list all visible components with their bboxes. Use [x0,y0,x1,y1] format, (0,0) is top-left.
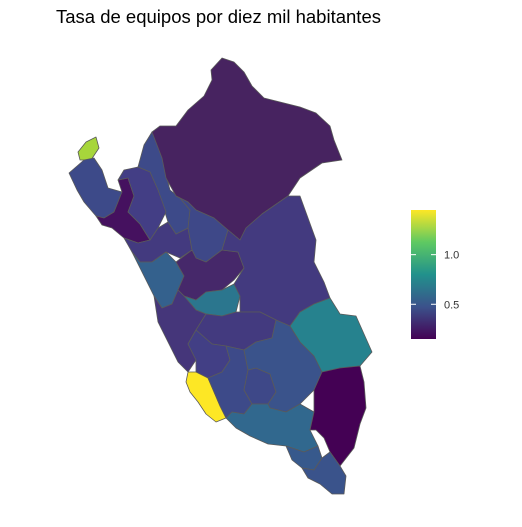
region-ica [185,371,227,423]
legend-colorbar [411,210,436,339]
region-madre-de-dios [289,297,373,373]
region-cusco [243,319,323,413]
legend-tick-label: 0.5 [444,299,459,311]
region-tumbes [77,136,100,161]
regions-layer [68,57,373,495]
legend-ticks: 0.5 1.0 [411,250,459,311]
region-tacna [301,451,347,495]
legend-tick-label: 1.0 [444,250,459,262]
map-title: Tasa de equipos por diez mil habitantes [56,6,381,27]
region-cajamarca [117,166,167,241]
region-puno [309,365,367,467]
